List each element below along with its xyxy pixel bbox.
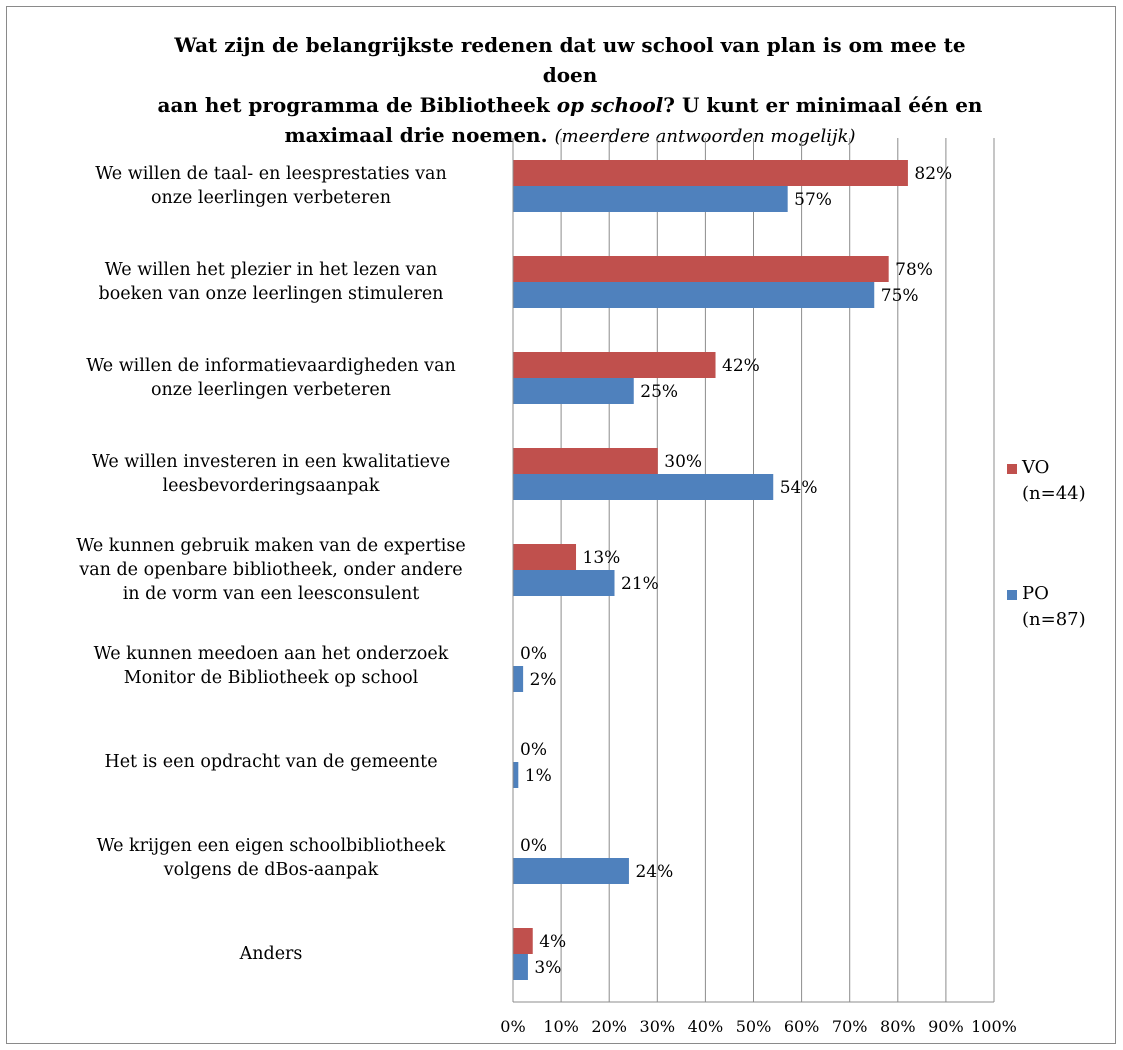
data-label: 1% bbox=[525, 766, 552, 786]
chart-title: Wat zijn de belangrijkste redenen dat uw… bbox=[150, 30, 990, 152]
data-label: 0% bbox=[520, 836, 547, 856]
category-label: We willen de taal- en leesprestaties van… bbox=[95, 164, 447, 208]
legend-swatch bbox=[1007, 464, 1017, 474]
bar-po bbox=[513, 282, 875, 308]
data-label: 21% bbox=[621, 574, 659, 594]
category-label: We krijgen een eigen schoolbibliotheek v… bbox=[96, 836, 446, 880]
data-label: 57% bbox=[794, 190, 832, 210]
data-label: 0% bbox=[520, 644, 547, 664]
legend-item-vo: VO (n=44) bbox=[1007, 455, 1086, 507]
title-line-2b: ? U kunt er minimaal één en bbox=[663, 93, 983, 117]
bar-vo bbox=[513, 928, 533, 954]
x-tick-label: 20% bbox=[591, 1017, 627, 1036]
category-label: We kunnen gebruik maken van de expertise… bbox=[76, 536, 466, 604]
x-tick-label: 40% bbox=[688, 1017, 724, 1036]
category-label: We willen de informatievaardigheden van … bbox=[86, 356, 456, 400]
title-line-2a: aan het programma de Bibliotheek bbox=[157, 93, 557, 117]
title-line-1: Wat zijn de belangrijkste redenen dat uw… bbox=[174, 33, 966, 87]
x-tick-label: 100% bbox=[971, 1017, 1017, 1036]
category-label: We kunnen meedoen aan het onderzoek Moni… bbox=[93, 644, 449, 688]
category-label: Het is een opdracht van de gemeente bbox=[104, 752, 438, 772]
data-label: 25% bbox=[640, 382, 678, 402]
data-label: 78% bbox=[895, 260, 933, 280]
data-label: 13% bbox=[583, 548, 621, 568]
x-tick-label: 0% bbox=[500, 1017, 525, 1036]
data-label: 0% bbox=[520, 740, 547, 760]
title-note: (meerdere antwoorden mogelijk) bbox=[554, 126, 856, 147]
bar-po bbox=[513, 570, 615, 596]
category-label: Anders bbox=[239, 944, 303, 964]
legend-item-po: PO (n=87) bbox=[1007, 581, 1086, 633]
bar-po bbox=[513, 186, 788, 212]
data-label: 24% bbox=[635, 862, 673, 882]
title-line-3: maximaal drie noemen. bbox=[284, 123, 555, 147]
bar-po bbox=[513, 474, 774, 500]
category-label: We willen investeren in een kwalitatieve… bbox=[91, 452, 451, 496]
data-label: 3% bbox=[534, 958, 561, 978]
bar-po bbox=[513, 762, 519, 788]
data-label: 75% bbox=[881, 286, 919, 306]
bar-po bbox=[513, 954, 528, 980]
bar-vo bbox=[513, 160, 908, 186]
x-tick-label: 60% bbox=[784, 1017, 820, 1036]
bar-po bbox=[513, 378, 634, 404]
legend-swatch bbox=[1007, 590, 1017, 600]
bar-vo bbox=[513, 352, 716, 378]
data-label: 2% bbox=[530, 670, 557, 690]
x-tick-label: 80% bbox=[880, 1017, 916, 1036]
x-tick-label: 30% bbox=[640, 1017, 676, 1036]
category-label: We willen het plezier in het lezen van b… bbox=[98, 260, 444, 304]
bar-vo bbox=[513, 256, 889, 282]
bar-po bbox=[513, 858, 629, 884]
x-tick-label: 10% bbox=[543, 1017, 579, 1036]
x-tick-label: 90% bbox=[928, 1017, 964, 1036]
legend-label: VO (n=44) bbox=[1022, 457, 1086, 504]
x-tick-label: 70% bbox=[832, 1017, 868, 1036]
data-label: 42% bbox=[722, 356, 760, 376]
title-line-2-emphasis: op school bbox=[556, 93, 664, 117]
data-label: 54% bbox=[780, 478, 818, 498]
legend-label: PO (n=87) bbox=[1022, 583, 1086, 630]
bar-vo bbox=[513, 448, 658, 474]
data-label: 30% bbox=[664, 452, 702, 472]
data-label: 82% bbox=[914, 164, 952, 184]
x-tick-label: 50% bbox=[736, 1017, 772, 1036]
data-label: 4% bbox=[539, 932, 566, 952]
bar-vo bbox=[513, 544, 577, 570]
bar-po bbox=[513, 666, 524, 692]
